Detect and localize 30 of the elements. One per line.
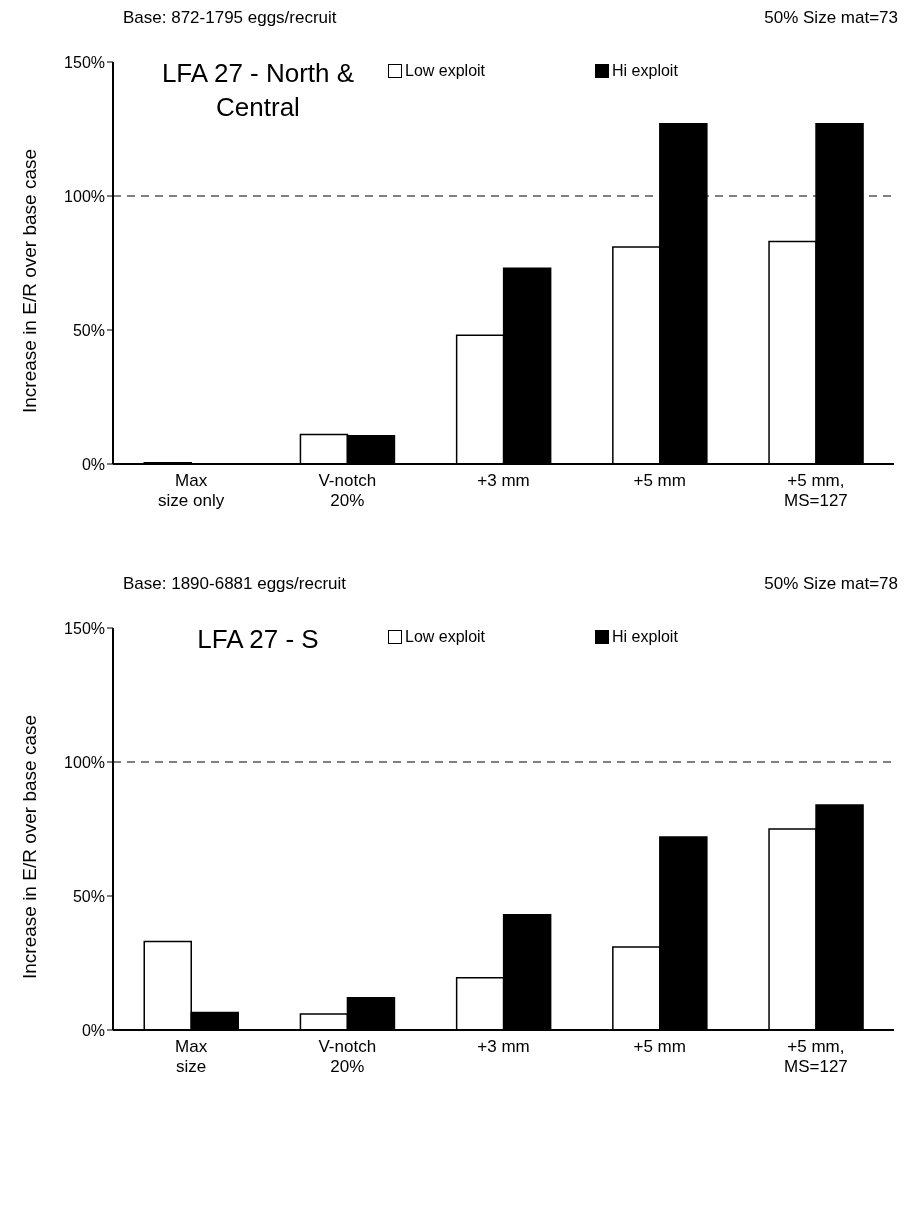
x-tick-label: +5 mm (633, 1037, 686, 1056)
chart-title: Base: 872-1795 eggs/recruit (123, 8, 337, 29)
y-tick-label: 50% (72, 887, 105, 905)
chart-subtitle: 50% Size mat=78 (764, 574, 898, 595)
x-tick-label: Max size only (158, 471, 225, 510)
y-axis-title: Increase in E/R over base case (18, 714, 40, 979)
annotation: LFA 27 - S (196, 623, 320, 656)
y-tick-label: 100% (64, 753, 105, 771)
x-tick-label: Max size (175, 1037, 208, 1076)
x-tick-label: +3 mm (477, 1037, 530, 1056)
legend-label: Low exploit (405, 628, 486, 646)
legend-label: Hi exploit (612, 628, 678, 646)
legend-label: Hi exploit (612, 62, 678, 80)
chart-title: Base: 1890-6881 eggs/recruit (123, 574, 347, 595)
x-tick-label: V-notch 20% (318, 1037, 377, 1076)
y-tick-label: 150% (64, 619, 105, 637)
y-tick-label: 50% (72, 321, 105, 339)
y-tick-label: 150% (64, 53, 105, 71)
x-tick-label: +5 mm, MS=127 (784, 471, 848, 510)
chart-subtitle: 50% Size mat=73 (764, 8, 898, 29)
y-axis-title: Increase in E/R over base case (18, 148, 40, 413)
y-tick-label: 0% (81, 1021, 105, 1039)
legend-label: Low exploit (405, 62, 486, 80)
y-tick-label: 100% (64, 187, 105, 205)
x-tick-label: +5 mm (633, 471, 686, 490)
x-tick-label: +5 mm, MS=127 (784, 1037, 848, 1076)
x-tick-label: +3 mm (477, 471, 530, 490)
x-tick-label: V-notch 20% (318, 471, 377, 510)
y-tick-label: 0% (81, 455, 105, 473)
annotation: LFA 27 - North & Central (160, 57, 356, 124)
